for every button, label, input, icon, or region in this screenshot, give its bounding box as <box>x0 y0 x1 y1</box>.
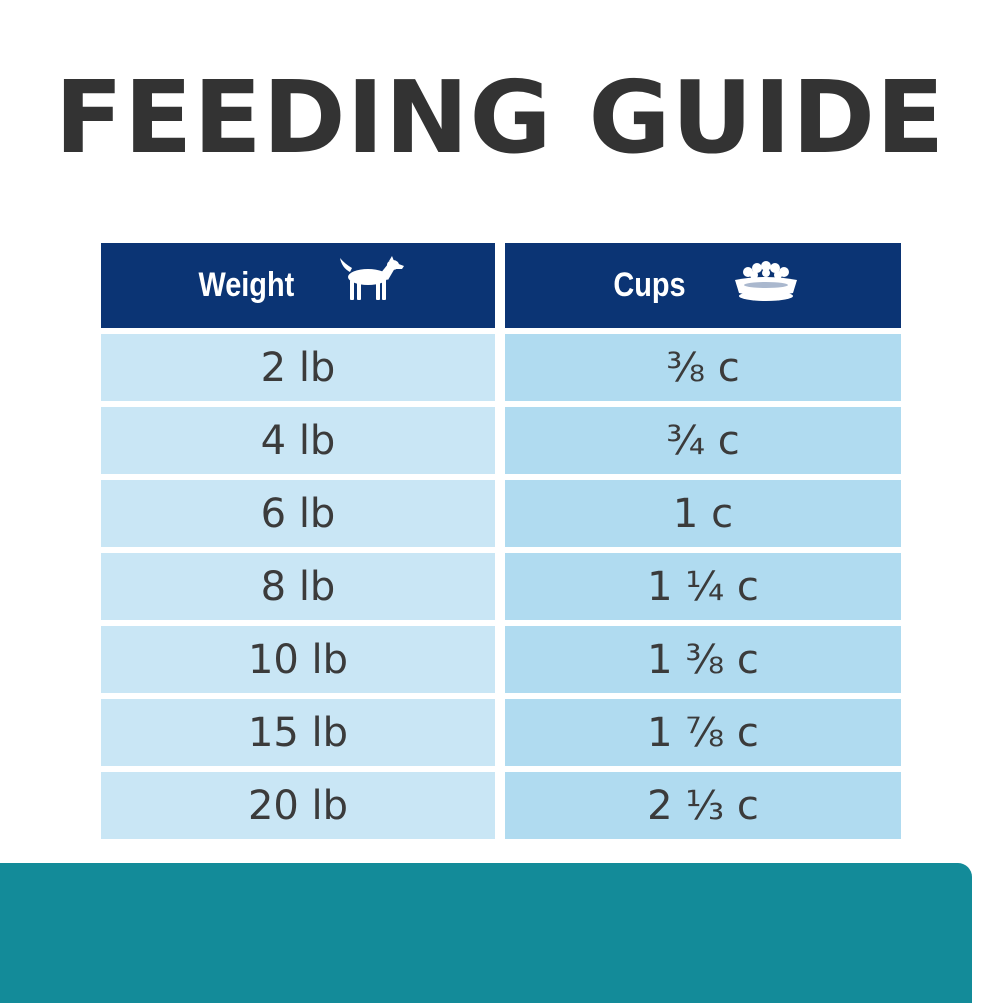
weight-cell: 8 lb <box>101 553 495 620</box>
weight-cell: 15 lb <box>101 699 495 766</box>
food-bowl-icon <box>732 259 800 312</box>
table-row: 15 lb 1 ⅞ c <box>101 699 901 766</box>
weight-cell: 10 lb <box>101 626 495 693</box>
table-header-row: Weight <box>101 243 901 328</box>
cups-cell: 1 ¼ c <box>505 553 901 620</box>
table-row: 2 lb ⅜ c <box>101 334 901 401</box>
teal-footer-band <box>0 863 972 1003</box>
table-row: 8 lb 1 ¼ c <box>101 553 901 620</box>
weight-cell: 2 lb <box>101 334 495 401</box>
weight-cell: 6 lb <box>101 480 495 547</box>
table-row: 20 lb 2 ⅓ c <box>101 772 901 839</box>
dog-icon <box>336 256 406 315</box>
cups-header-label: Cups <box>612 266 686 304</box>
weight-cell: 4 lb <box>101 407 495 474</box>
cups-cell: 1 c <box>505 480 901 547</box>
cups-cell: ⅜ c <box>505 334 901 401</box>
weight-cell: 20 lb <box>101 772 495 839</box>
cups-column-header: Cups <box>505 243 901 328</box>
feeding-table: Weight <box>101 243 901 839</box>
table-row: 4 lb ¾ c <box>101 407 901 474</box>
cups-cell: 1 ⅜ c <box>505 626 901 693</box>
weight-header-label: Weight <box>198 266 294 304</box>
cups-cell: 1 ⅞ c <box>505 699 901 766</box>
cups-cell: 2 ⅓ c <box>505 772 901 839</box>
page-title: FEEDING GUIDE <box>54 59 946 176</box>
weight-column-header: Weight <box>101 243 495 328</box>
cups-cell: ¾ c <box>505 407 901 474</box>
table-row: 6 lb 1 c <box>101 480 901 547</box>
table-row: 10 lb 1 ⅜ c <box>101 626 901 693</box>
